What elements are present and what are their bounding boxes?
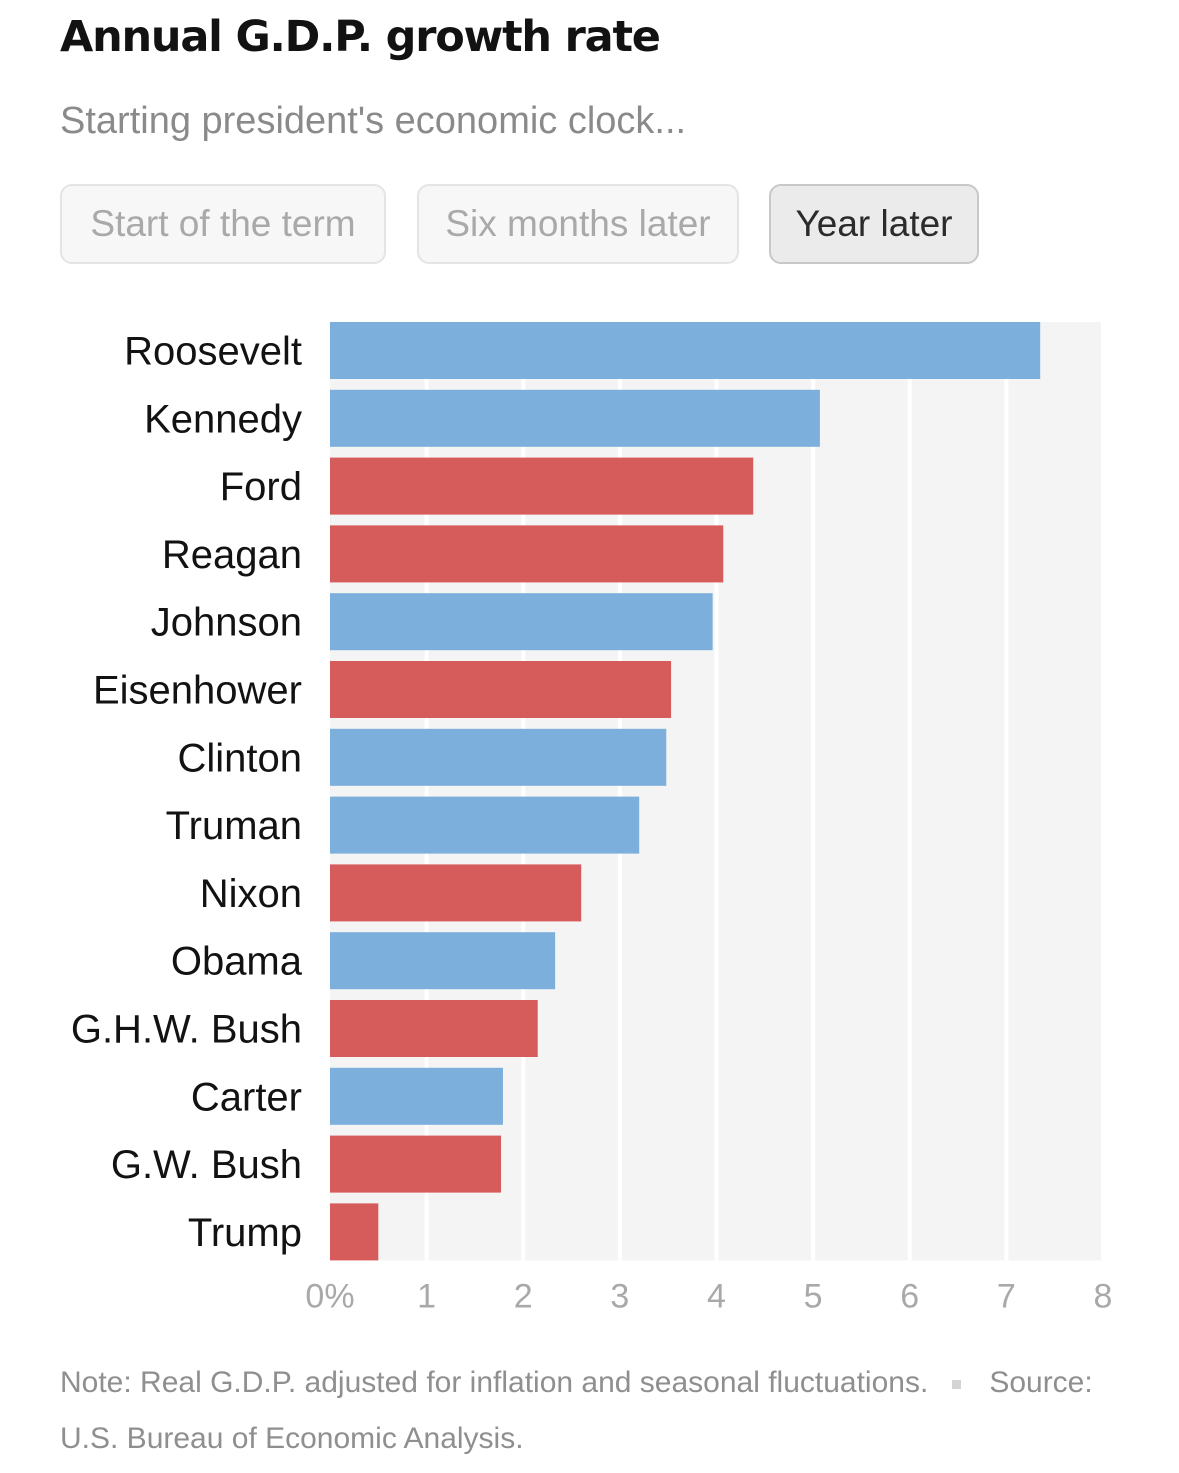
toggle-start-of-term[interactable]: Start of the term [60, 184, 386, 264]
bar-chart: Roosevelt Kennedy Ford Reagan Johnson Eisenho… [71, 322, 1112, 1315]
bar-eisenhower [330, 661, 672, 718]
label-reagan: Reagan [162, 533, 302, 577]
category-labels: Roosevelt Kennedy Ford Reagan Johnson Eisenho… [71, 330, 303, 1255]
bar-ford [330, 457, 754, 515]
label-ford: Ford [220, 465, 302, 509]
bar-g-w-bush [330, 1135, 502, 1193]
label-truman: Truman [166, 804, 302, 848]
label-obama: Obama [171, 940, 303, 984]
bar-clinton [330, 728, 667, 786]
label-carter: Carter [191, 1075, 302, 1119]
bar-nixon [330, 864, 582, 922]
label-g-h-w-bush: G.H.W. Bush [71, 1008, 302, 1052]
x-tick-6: 6 [900, 1277, 919, 1315]
x-tick-2: 2 [514, 1277, 533, 1315]
label-nixon: Nixon [200, 872, 302, 916]
label-g-w-bush: G.W. Bush [111, 1143, 302, 1187]
x-tick-5: 5 [804, 1277, 823, 1315]
toggle-six-months-later[interactable]: Six months later [417, 184, 739, 264]
bar-reagan [330, 525, 724, 583]
chart-subtitle: Starting president's economic clock... [60, 100, 687, 142]
label-johnson: Johnson [151, 601, 302, 645]
x-tick-1: 1 [417, 1277, 436, 1315]
bar-carter [330, 1067, 503, 1125]
footnote: Note: Real G.D.P. adjusted for inflation… [60, 1355, 1120, 1467]
x-tick-7: 7 [997, 1277, 1016, 1315]
bar-truman [330, 796, 640, 854]
bars [330, 322, 1041, 1261]
x-tick-0: 0% [305, 1277, 354, 1315]
label-kennedy: Kennedy [144, 397, 302, 441]
label-roosevelt: Roosevelt [124, 330, 302, 374]
bar-g-h-w-bush [330, 1000, 538, 1057]
x-tick-4: 4 [707, 1277, 726, 1315]
bar-johnson [330, 593, 713, 651]
bar-kennedy [330, 389, 820, 447]
source-text: Source: U.S. Bureau of Economic Analysis… [60, 1366, 1093, 1455]
x-tick-3: 3 [610, 1277, 629, 1315]
separator-square [952, 1379, 962, 1389]
x-tick-8: 8 [1094, 1277, 1113, 1315]
x-axis-tick-labels: 0% 1 2 3 4 5 6 7 8 [305, 1277, 1112, 1315]
label-trump: Trump [188, 1211, 302, 1255]
note-text: Note: Real G.D.P. adjusted for inflation… [60, 1366, 929, 1399]
bar-obama [330, 932, 556, 990]
label-eisenhower: Eisenhower [93, 669, 302, 713]
label-clinton: Clinton [177, 736, 302, 780]
bar-trump [330, 1203, 379, 1261]
toggle-year-later[interactable]: Year later [769, 184, 979, 264]
chart-title: Annual G.D.P. growth rate [60, 12, 661, 62]
bar-roosevelt [330, 322, 1041, 379]
